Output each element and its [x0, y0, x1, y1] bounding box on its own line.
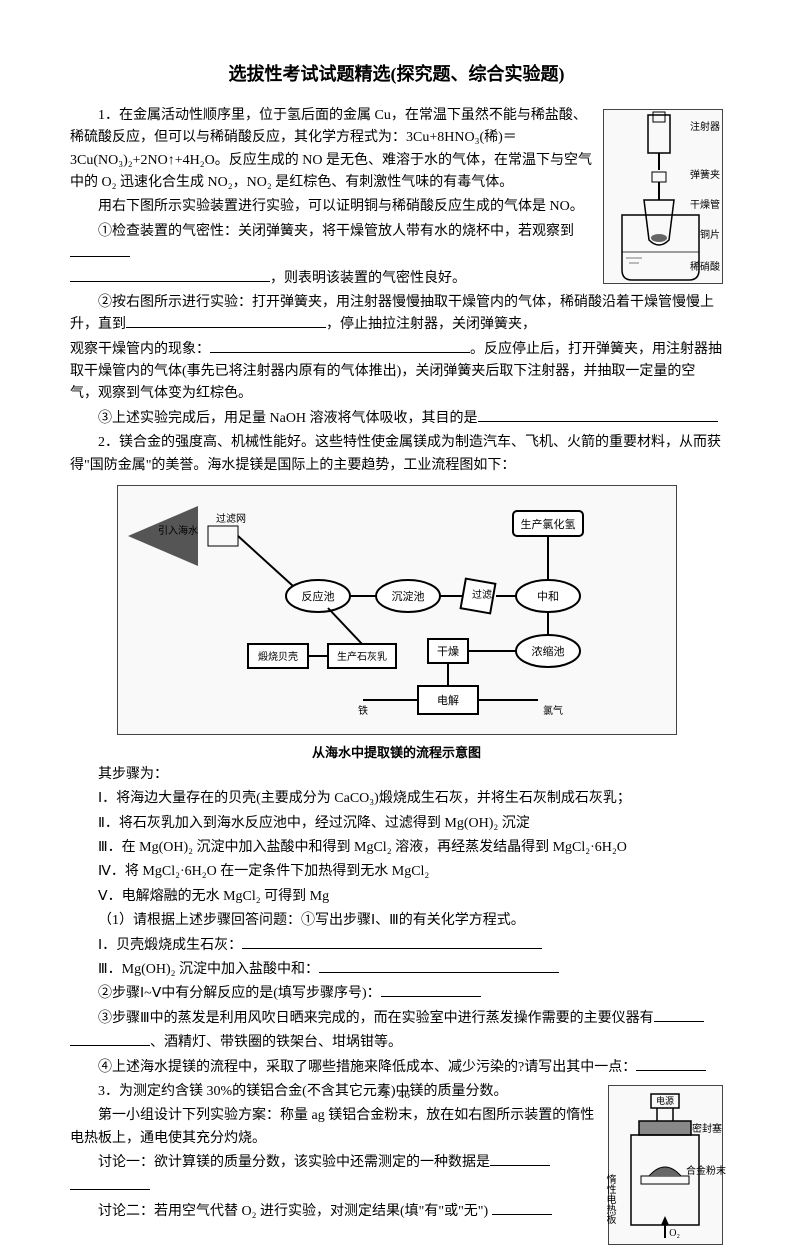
- q2-sub1-iii-text: Ⅲ．Mg(OH)₂ 沉淀中加入盐酸中和：: [98, 962, 319, 977]
- svg-text:中和: 中和: [537, 590, 559, 603]
- q2-intro: 2．镁合金的强度高、机械性能好。这些特性使金属镁成为制造汽车、飞机、火箭的重要材…: [70, 432, 723, 477]
- q2-sub1-i: Ⅰ．贝壳煅烧成生石灰：: [70, 935, 723, 957]
- svg-text:过滤: 过滤: [472, 588, 492, 601]
- svg-text:电解: 电解: [437, 693, 459, 707]
- blank[interactable]: [70, 268, 270, 282]
- q1-step2: ②按右图所示进行实验：打开弹簧夹，用注射器慢慢抽取干燥管内的气体，稀硝酸沿着干燥…: [70, 292, 723, 337]
- q1-step2-line3: 观察干燥管内的现象：。反应停止后，打开弹簧夹，用注射器抽取干燥管内的气体(事先已…: [70, 339, 723, 406]
- blank[interactable]: [70, 243, 130, 257]
- fig1-label-copper: 铜片: [700, 228, 720, 244]
- q2-s1: Ⅰ．将海边大量存在的贝壳(主要成分为 CaCO₃)煅烧成生石灰，并将生石灰制成石…: [70, 788, 723, 810]
- page-title: 选拔性考试试题精选(探究题、综合实验题): [70, 60, 723, 89]
- q2-sub1-iii: Ⅲ．Mg(OH)₂ 沉淀中加入盐酸中和：: [70, 959, 723, 981]
- q2-sub2-text: ②步骤Ⅰ~Ⅴ中有分解反应的是(填写步骤序号)：: [98, 986, 381, 1001]
- q1-step2-b: ，停止抽拉注射器，关闭弹簧夹，: [326, 317, 536, 332]
- q3-disc1-text: 讨论一：欲计算镁的质量分数，该实验中还需测定的一种数据是: [98, 1155, 490, 1170]
- fig2-caption: 从海水中提取镁的流程示意图: [70, 743, 723, 764]
- blank[interactable]: [210, 339, 470, 353]
- q2-steps-title: 其步骤为：: [70, 764, 723, 786]
- page-number: 1 / 46: [0, 1085, 793, 1104]
- blank[interactable]: [319, 959, 559, 973]
- svg-text:生产氯化氢: 生产氯化氢: [520, 517, 575, 531]
- q2-s5: Ⅴ．电解熔融的无水 MgCl₂ 可得到 Mg: [70, 886, 723, 908]
- svg-text:引入海水: 引入海水: [158, 524, 198, 537]
- fig3-label-plate: 惰性电热板: [601, 1174, 617, 1224]
- q2-s3: Ⅲ．在 Mg(OH)₂ 沉淀中加入盐酸中和得到 MgCl₂ 溶液，再经蒸发结晶得…: [70, 837, 723, 859]
- q1-step3: ③上述实验完成后，用足量 NaOH 溶液将气体吸收，其目的是: [70, 408, 723, 430]
- fig3-label-seal: 密封塞: [692, 1122, 722, 1138]
- q1-step3-a: ③上述实验完成后，用足量 NaOH 溶液将气体吸收，其目的是: [98, 411, 478, 426]
- svg-text:生产石灰乳: 生产石灰乳: [337, 650, 387, 663]
- figure-flow-diagram: 反应池 沉淀池 过滤 中和 生产氯化氢 浓缩池 干燥 电解 煅烧贝壳 生产石灰乳…: [117, 485, 677, 735]
- blank[interactable]: [126, 314, 326, 328]
- blank[interactable]: [70, 1032, 150, 1046]
- q2-s4: Ⅳ．将 MgCl₂·6H₂O 在一定条件下加热得到无水 MgCl₂: [70, 861, 723, 883]
- blank[interactable]: [478, 408, 718, 422]
- q2-sub3: ③步骤Ⅲ中的蒸发是利用风吹日晒来完成的，而在实验室中进行蒸发操作需要的主要仪器有: [70, 1008, 723, 1030]
- q2-sub1: （1）请根据上述步骤回答问题：①写出步骤Ⅰ、Ⅲ的有关化学方程式。: [70, 910, 723, 932]
- svg-text:干燥: 干燥: [437, 645, 459, 658]
- fig1-label-tube: 干燥管: [690, 198, 720, 214]
- blank[interactable]: [492, 1201, 552, 1215]
- blank[interactable]: [70, 1176, 150, 1190]
- svg-text:浓缩池: 浓缩池: [531, 645, 564, 658]
- blank[interactable]: [490, 1152, 550, 1166]
- q2-sub3-line2: 、酒精灯、带铁圈的铁架台、坩埚钳等。: [70, 1032, 723, 1054]
- fig3-label-o2: O₂: [669, 1226, 680, 1242]
- figure-apparatus-1: 注射器 弹簧夹 干燥管 铜片 稀硝酸: [603, 109, 723, 284]
- q1-step2-c: 观察干燥管内的现象：: [70, 342, 210, 357]
- figure-apparatus-3: 电源 密封塞 惰性电热板 合金粉末 O₂: [608, 1085, 723, 1245]
- blank[interactable]: [654, 1008, 704, 1022]
- q1-step1-b: ，则表明该装置的气密性良好。: [270, 271, 466, 286]
- fig1-label-acid: 稀硝酸: [690, 260, 720, 276]
- q2-sub4: ④上述海水提镁的流程中，采取了哪些措施来降低成本、减少污染的?请写出其中一点：: [70, 1057, 723, 1079]
- blank[interactable]: [242, 935, 542, 949]
- blank[interactable]: [636, 1057, 706, 1071]
- q2-s2: Ⅱ．将石灰乳加入到海水反应池中，经过沉降、过滤得到 Mg(OH)₂ 沉淀: [70, 813, 723, 835]
- q2-sub1-i-text: Ⅰ．贝壳煅烧成生石灰：: [98, 938, 242, 953]
- svg-text:反应池: 反应池: [301, 589, 334, 603]
- q1-step1-a: ①检查装置的气密性：关闭弹簧夹，将干燥管放人带有水的烧杯中，若观察到: [98, 224, 574, 239]
- q3-disc2-text: 讨论二：若用空气代替 O₂ 进行实验，对测定结果(填"有"或"无"): [98, 1204, 488, 1219]
- q2-sub3-a: ③步骤Ⅲ中的蒸发是利用风吹日晒来完成的，而在实验室中进行蒸发操作需要的主要仪器有: [98, 1011, 654, 1026]
- svg-text:铁: 铁: [358, 704, 368, 717]
- svg-text:氯气: 氯气: [543, 704, 563, 717]
- blank[interactable]: [381, 983, 481, 997]
- q2-sub2: ②步骤Ⅰ~Ⅴ中有分解反应的是(填写步骤序号)：: [70, 983, 723, 1005]
- svg-text:煅烧贝壳: 煅烧贝壳: [258, 650, 298, 663]
- svg-text:过滤网: 过滤网: [216, 512, 246, 525]
- fig3-label-powder: 合金粉末: [686, 1164, 726, 1180]
- q2-sub4-text: ④上述海水提镁的流程中，采取了哪些措施来降低成本、减少污染的?请写出其中一点：: [98, 1060, 636, 1075]
- fig1-label-clamp: 弹簧夹: [690, 168, 720, 184]
- fig1-label-syringe: 注射器: [690, 120, 720, 136]
- q2-sub3-b: 、酒精灯、带铁圈的铁架台、坩埚钳等。: [150, 1035, 402, 1050]
- svg-text:沉淀池: 沉淀池: [391, 589, 424, 603]
